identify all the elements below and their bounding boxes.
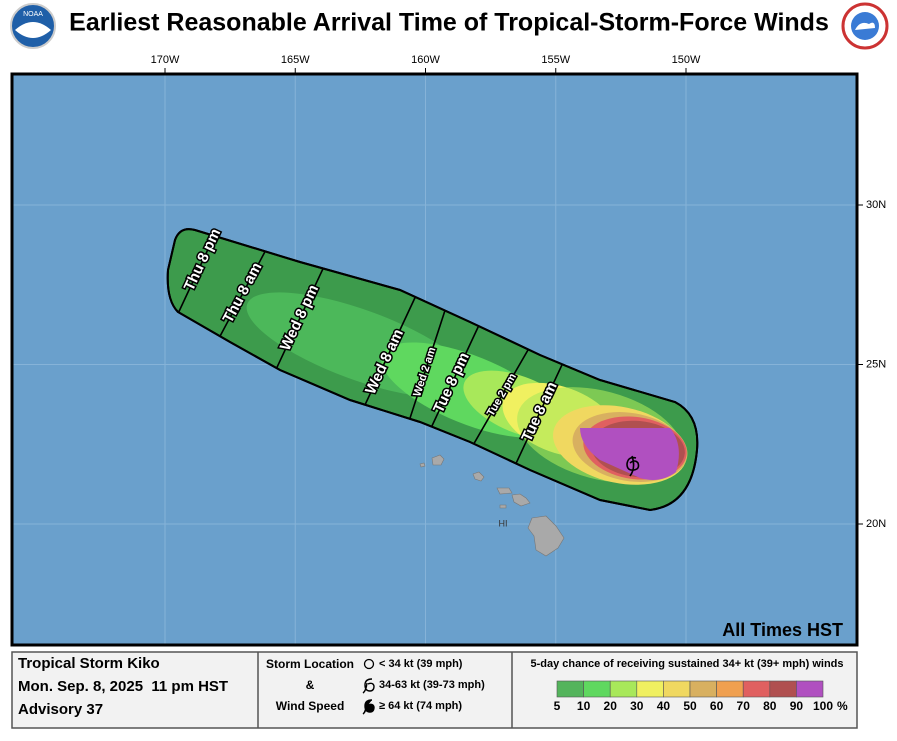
storm-symbol (362, 699, 375, 715)
nws-logo (841, 2, 889, 50)
y-tick-label: 30N (866, 199, 886, 211)
probability-legend-title: 5-day chance of receiving sustained 34+ … (531, 658, 844, 670)
probability-fill (246, 292, 688, 485)
y-tick-label: 25N (866, 358, 886, 370)
arrival-contour (265, 245, 335, 391)
scale-label: 70 (737, 699, 751, 713)
scale-label: 100 (813, 699, 833, 713)
island-label: HI (499, 518, 508, 528)
time-zone-note: All Times HST (722, 620, 843, 640)
title: Earliest Reasonable Arrival Time of Trop… (69, 9, 829, 37)
scale-label: 30 (630, 699, 644, 713)
storm-symbol (626, 455, 640, 477)
scale-label: 10 (577, 699, 591, 713)
storm-legend-title: Wind Speed (276, 699, 345, 713)
x-tick-label: 155W (541, 54, 570, 66)
x-tick-label: 150W (672, 54, 701, 66)
color-swatch (663, 680, 691, 698)
islands (419, 454, 565, 557)
storm-legend-title: Storm Location (266, 657, 354, 671)
color-swatch (689, 680, 717, 698)
storm-legend-item: < 34 kt (39 mph) (379, 658, 463, 670)
scale-label: 60 (710, 699, 724, 713)
color-swatch (716, 680, 744, 698)
scale-label: 50 (683, 699, 697, 713)
storm-legend-item: ≥ 64 kt (74 mph) (379, 700, 462, 712)
scale-label: 80 (763, 699, 777, 713)
advisory-number: Advisory 37 (18, 701, 103, 718)
y-tick-label: 20N (866, 518, 886, 530)
storm-name: Tropical Storm Kiko (18, 655, 160, 672)
color-swatch (556, 680, 584, 698)
map-frame (10, 72, 859, 647)
storm-symbol (362, 678, 375, 694)
color-swatch (742, 680, 771, 698)
color-swatch (609, 680, 638, 698)
x-tick-label: 165W (281, 54, 310, 66)
advisory-time: Mon. Sep. 8, 2025 11 pm HST (18, 678, 228, 695)
color-swatch (769, 680, 797, 698)
svg-text:NOAA: NOAA (23, 11, 43, 18)
color-swatch (636, 680, 664, 698)
arrival-contour (168, 229, 238, 333)
scale-label: 40 (657, 699, 671, 713)
x-tick-label: 160W (411, 54, 440, 66)
storm-symbol-weak (363, 658, 375, 670)
scale-label: 90 (790, 699, 804, 713)
x-tick-label: 170W (151, 54, 180, 66)
storm-legend-item: 34-63 kt (39-73 mph) (379, 679, 485, 691)
storm-legend-title: & (306, 678, 315, 692)
scale-label: 20 (604, 699, 618, 713)
noaa-logo: NOAA (10, 3, 56, 49)
color-swatch (583, 680, 611, 698)
color-swatch (796, 680, 824, 698)
scale-label: 5 (554, 699, 561, 713)
scale-unit: % (837, 699, 848, 713)
